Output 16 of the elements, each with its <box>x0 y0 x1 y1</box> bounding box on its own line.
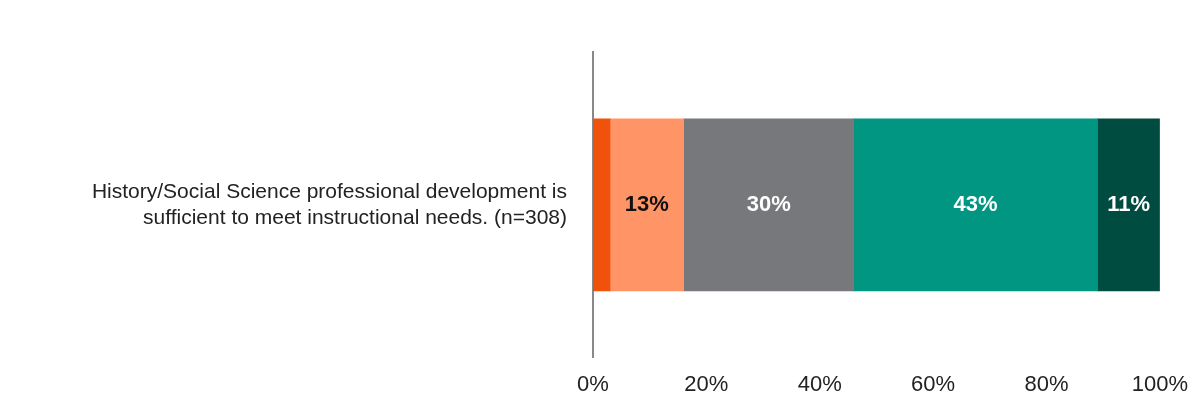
data-label: 30% <box>746 190 791 216</box>
bar <box>593 118 611 292</box>
data-label: 43% <box>953 190 998 216</box>
data-label: 13% <box>624 190 669 216</box>
bar <box>609 118 685 292</box>
x-tick-label: 60% <box>911 370 956 396</box>
bar <box>683 118 855 292</box>
bar <box>1097 118 1160 292</box>
data-label: 11% <box>1107 190 1151 216</box>
x-tick-label: 80% <box>1024 370 1069 396</box>
x-tick-label: 40% <box>797 370 842 396</box>
y-tick-label: History/Social Science professional development is sufficient to meet instructional needs. (n=308) <box>91 178 567 228</box>
x-tick-label: 20% <box>684 370 729 396</box>
x-tick-label: 100% <box>1131 370 1189 396</box>
bar <box>853 118 1098 292</box>
x-tick-label: 0% <box>577 370 609 396</box>
